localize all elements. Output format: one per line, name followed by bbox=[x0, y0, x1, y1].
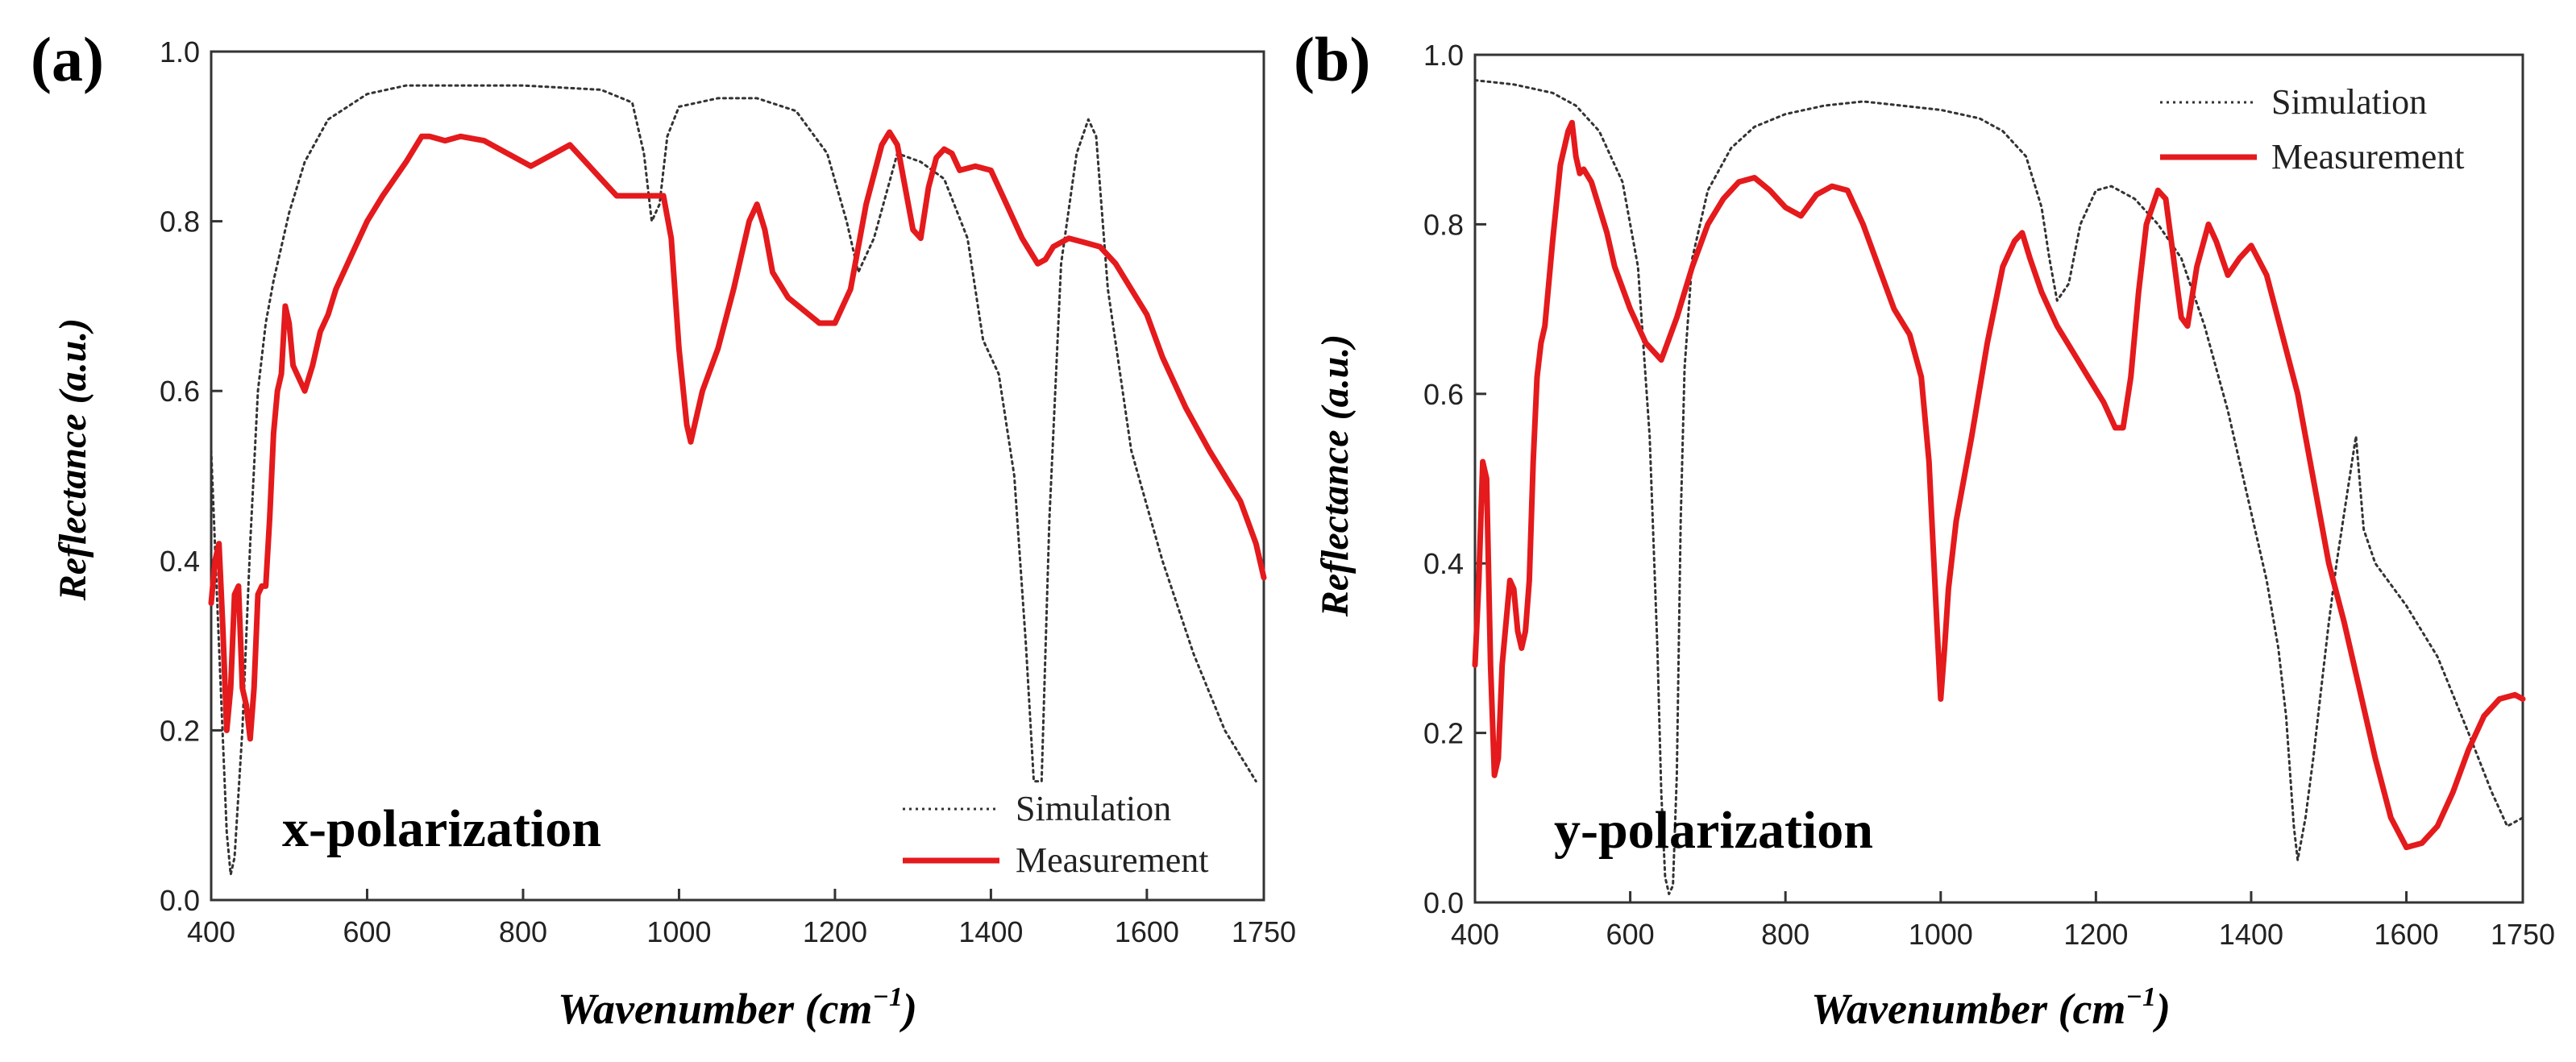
y-tick-label: 0.0 bbox=[160, 884, 200, 917]
x-axis-title-main: Wavenumber (cm bbox=[558, 985, 872, 1033]
y-tick-label: 0.0 bbox=[1423, 886, 1464, 919]
x-tick-label: 1000 bbox=[646, 915, 711, 948]
x-axis-title-sup: −1 bbox=[2125, 982, 2156, 1012]
panel-a: (a) 0.0 0.2 0.4 0.6 0.8 1.0 400 600 800 1000 1200… bbox=[31, 24, 1296, 1033]
panel-b: (b) 0.0 0.2 0.4 0.6 0.8 1.0 400 600 800 1000 1200… bbox=[1294, 24, 2555, 1033]
y-tick-label: 1.0 bbox=[1423, 39, 1464, 72]
x-tick-label: 1200 bbox=[2063, 918, 2128, 951]
x-tick-label: 1750 bbox=[1232, 915, 1296, 948]
legend-simulation-label: Simulation bbox=[1016, 789, 1171, 828]
y-tick-label: 0.6 bbox=[1423, 378, 1464, 411]
x-tick-label: 800 bbox=[499, 915, 547, 948]
y-axis: 0.0 0.2 0.4 0.6 0.8 1.0 bbox=[1423, 39, 1486, 919]
x-axis: 400 600 800 1000 1200 1400 1600 1750 bbox=[1451, 891, 2555, 951]
x-tick-label: 1750 bbox=[2491, 918, 2555, 951]
series-line-simulation bbox=[210, 84, 1257, 876]
plot-frame bbox=[210, 50, 1265, 902]
series-line-measurement bbox=[208, 129, 1267, 742]
x-axis: 400 600 800 1000 1200 1400 1600 1750 bbox=[187, 889, 1296, 948]
x-tick-label: 1600 bbox=[2374, 918, 2439, 951]
x-tick-label: 1200 bbox=[803, 915, 867, 948]
x-tick-label: 600 bbox=[1606, 918, 1655, 951]
y-tick-label: 0.2 bbox=[160, 714, 200, 747]
y-axis-title: Reflectance (a.u.) bbox=[52, 318, 94, 602]
x-axis-title: Wavenumber (cm−1) bbox=[558, 982, 917, 1033]
series-group bbox=[208, 84, 1267, 876]
x-axis-title-end: ) bbox=[899, 985, 917, 1033]
series-line-simulation bbox=[1473, 79, 2524, 895]
legend-simulation-label: Simulation bbox=[2271, 82, 2427, 122]
x-tick-label: 1600 bbox=[1115, 915, 1179, 948]
series-group bbox=[1472, 79, 2526, 895]
x-tick-label: 1400 bbox=[2219, 918, 2283, 951]
x-tick-label: 400 bbox=[187, 915, 235, 948]
x-tick-label: 400 bbox=[1451, 918, 1499, 951]
y-tick-label: 0.8 bbox=[1423, 208, 1464, 241]
polarization-label: x-polarization bbox=[282, 799, 601, 858]
y-tick-label: 0.4 bbox=[1423, 547, 1464, 580]
y-tick-label: 1.0 bbox=[160, 35, 200, 68]
y-tick-label: 0.8 bbox=[160, 205, 200, 239]
legend-measurement-label: Measurement bbox=[2271, 137, 2464, 176]
y-tick-label: 0.4 bbox=[160, 545, 200, 578]
x-axis-title-sup: −1 bbox=[872, 982, 903, 1012]
x-axis-title-main: Wavenumber (cm bbox=[1811, 985, 2125, 1033]
y-axis-title: Reflectance (a.u.) bbox=[1314, 334, 1357, 618]
x-tick-label: 800 bbox=[1761, 918, 1809, 951]
y-axis: 0.0 0.2 0.4 0.6 0.8 1.0 bbox=[160, 35, 222, 917]
panel-b-label: (b) bbox=[1294, 24, 1370, 94]
y-tick-label: 0.6 bbox=[160, 375, 200, 408]
legend: Simulation Measurement bbox=[2160, 82, 2464, 176]
x-tick-label: 1000 bbox=[1909, 918, 1973, 951]
legend: Simulation Measurement bbox=[903, 789, 1208, 880]
x-axis-title-end: ) bbox=[2152, 985, 2171, 1033]
plot-frame bbox=[1473, 53, 2524, 904]
panel-a-label: (a) bbox=[31, 24, 104, 94]
x-tick-label: 1400 bbox=[958, 915, 1023, 948]
x-axis-title: Wavenumber (cm−1) bbox=[1811, 982, 2171, 1033]
x-tick-label: 600 bbox=[343, 915, 391, 948]
polarization-label: y-polarization bbox=[1554, 801, 1873, 860]
series-line-measurement bbox=[1472, 119, 2526, 851]
legend-measurement-label: Measurement bbox=[1016, 840, 1208, 880]
y-tick-label: 0.2 bbox=[1423, 717, 1464, 750]
